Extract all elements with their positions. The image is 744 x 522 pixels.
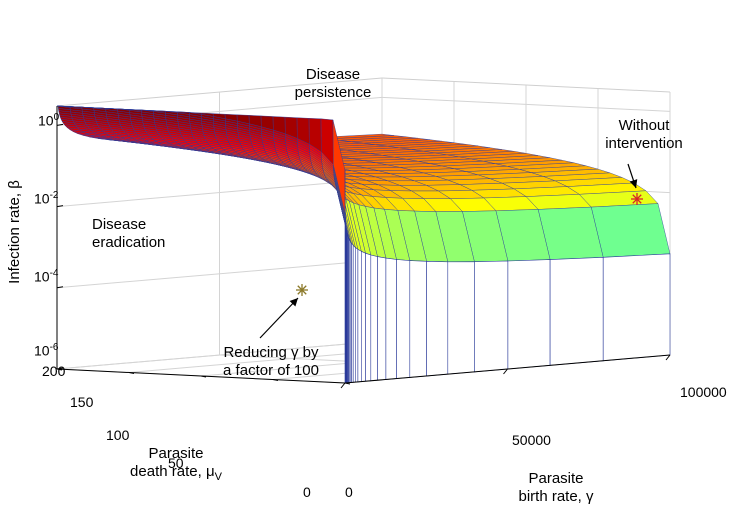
z-tick-3-exp: -6: [50, 342, 59, 353]
z-tick-0: 100: [38, 110, 59, 129]
surface-patch: [333, 120, 345, 215]
marker-without-intervention: [631, 193, 643, 205]
region-label-persistence: Disease persistence: [268, 66, 398, 102]
x-axis-label-line2: birth rate, γ: [476, 488, 636, 506]
z-tick-1-exp: -2: [50, 190, 59, 201]
annotation-without-intervention-line1: Without: [584, 117, 704, 135]
surface-skirt-patch: [397, 260, 410, 379]
z-tick-1: 10-2: [34, 188, 58, 207]
y-tick-200: 200: [42, 363, 65, 379]
y-axis-label-line2: death rate, μV: [96, 463, 256, 486]
y-tick-100: 100: [106, 427, 129, 443]
surface-skirt-patch: [603, 254, 670, 361]
x-axis-label: Parasite birth rate, γ: [476, 470, 636, 506]
z-tick-1-base: 10: [34, 191, 50, 207]
surface-skirt-patch: [427, 261, 448, 376]
surface-skirt-patch: [355, 247, 358, 382]
region-label-eradication-line1: Disease: [92, 216, 212, 234]
y-axis-label-mu: μ: [206, 463, 215, 480]
x-tick-50000: 50000: [512, 432, 551, 448]
z-tick-3-base: 10: [34, 343, 50, 359]
y-axis-label: Parasite death rate, μV: [96, 445, 256, 486]
z-tick-2: 10-4: [34, 266, 58, 285]
surface-skirt-patch: [474, 261, 508, 372]
arrow-reducing-gamma: [260, 298, 298, 338]
surface-skirt-patch: [361, 251, 365, 381]
surface-skirt-patch: [386, 258, 397, 379]
region-label-persistence-line2: persistence: [268, 84, 398, 102]
surface-patch: [591, 204, 670, 258]
annotation-reducing-gamma-line2: a factor of 100: [196, 362, 346, 380]
surface-skirt-patch: [353, 245, 355, 382]
region-label-persistence-line1: Disease: [268, 66, 398, 84]
z-tick-2-exp: -4: [50, 268, 59, 279]
y-tick-0: 0: [303, 484, 311, 500]
x-axis-label-line1: Parasite: [476, 470, 636, 488]
annotation-without-intervention: Without intervention: [584, 117, 704, 153]
z-tick-2-base: 10: [34, 269, 50, 285]
y-axis-label-sub: V: [215, 471, 222, 483]
surface-skirt-patch: [448, 262, 475, 374]
surface-skirt-patch: [550, 257, 603, 365]
region-label-eradication: Disease eradication: [92, 216, 212, 252]
region-label-eradication-line2: eradication: [92, 234, 212, 252]
tick-mark-mu: [345, 383, 350, 384]
z-tick-0-base: 10: [38, 113, 54, 129]
x-tick-0: 0: [345, 484, 353, 500]
annotation-reducing-gamma-line1: Reducing γ by: [196, 344, 346, 362]
tick-mark-gamma: [341, 383, 345, 388]
z-tick-3: 10-6: [34, 340, 58, 359]
surface-skirt-patch: [378, 257, 386, 381]
y-tick-150: 150: [70, 394, 93, 410]
annotation-without-intervention-line2: intervention: [584, 135, 704, 153]
annotation-reducing-gamma: Reducing γ by a factor of 100: [196, 344, 346, 380]
x-tick-100000: 100000: [680, 384, 727, 400]
surface-skirt-patch: [358, 249, 361, 382]
z-axis-label: Infection rate, β: [6, 162, 24, 302]
z-tick-0-exp: 0: [54, 112, 60, 123]
surface-skirt-patch: [371, 255, 378, 381]
y-axis-label-line1: Parasite: [96, 445, 256, 463]
surface-skirt-patch: [410, 261, 427, 378]
surface-skirt-patch: [508, 260, 550, 369]
marker-reducing-gamma: [296, 284, 308, 296]
surface-skirt-patch: [366, 253, 371, 381]
